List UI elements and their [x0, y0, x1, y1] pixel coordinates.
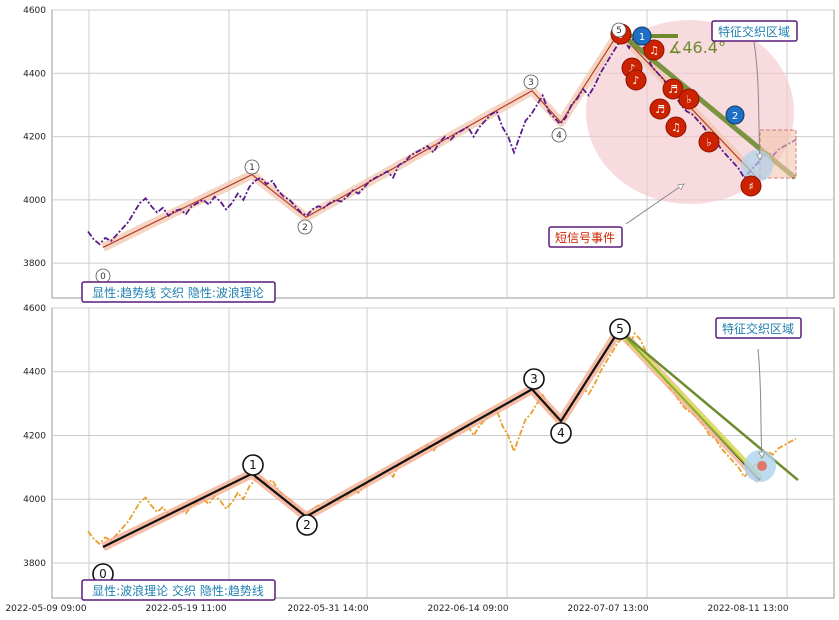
top-price-series	[87, 33, 797, 246]
bottom-feature-zone-callout: 特征交织区域	[715, 317, 802, 458]
wave-label: 1	[249, 163, 255, 173]
wave-label-circle	[550, 422, 572, 444]
x-axis: 2022-05-09 09:00 2022-05-19 11:00 2022-05-…	[5, 604, 788, 614]
signal-marker-up	[665, 116, 687, 138]
wave-label: 4	[556, 131, 562, 141]
x-tick-label: 2022-06-14 09:00	[427, 604, 508, 614]
top-y-axis: 3800 4000 4200 4400 4600	[23, 6, 46, 269]
wave-label-circle	[611, 22, 627, 38]
wave-label-circle	[297, 219, 313, 235]
signal-marker-symbol: ♯	[748, 180, 753, 193]
signal-marker-symbol: 2	[732, 111, 738, 122]
wave-label-circle	[242, 454, 264, 476]
y-tick-label: 4200	[23, 133, 46, 143]
top-legend-box: 显性:趋势线 交织 隐性:波浪理论	[81, 281, 276, 303]
signal-marker-symbol: ♭	[686, 93, 691, 106]
wave-label-circle	[523, 368, 545, 390]
y-tick-label: 3800	[23, 259, 46, 269]
y-tick-label: 4200	[23, 431, 46, 441]
svg-text:特征交织区域: 特征交织区域	[722, 321, 794, 336]
signal-marker-symbol: 1	[639, 32, 645, 43]
bottom-wave-labels: 0 1 2 3 4 5	[92, 318, 631, 585]
y-tick-label: 3800	[23, 559, 46, 569]
svg-text:显性:趋势线 交织 隐性:波浪理论: 显性:趋势线 交织 隐性:波浪理论	[92, 285, 264, 300]
x-tick-label: 2022-05-31 14:00	[287, 604, 368, 614]
signal-marker-up	[649, 98, 671, 120]
signal-marker-up	[625, 69, 647, 91]
feature-halo	[741, 150, 773, 182]
bottom-feature-ellipse	[744, 450, 776, 482]
signal-marker-up	[698, 131, 720, 153]
wave-label-circle	[244, 159, 260, 175]
signal-marker-up	[740, 175, 762, 197]
x-tick-label: 2022-07-07 13:00	[567, 604, 648, 614]
signal-marker-up	[643, 39, 665, 61]
wave-label: 0	[100, 272, 106, 282]
top-short-signal-callout: 短信号事件	[548, 184, 684, 248]
wave-label-circle	[296, 514, 318, 536]
bottom-legend-box: 显性:波浪理论 交织 隐性:趋势线	[81, 579, 276, 601]
bottom-y-axis: 3800 4000 4200 4400 4600	[23, 304, 46, 569]
signal-marker-symbol: ♬	[655, 103, 665, 116]
wave-label-circle	[609, 318, 631, 340]
y-tick-label: 4400	[23, 69, 46, 79]
wave-label: 5	[616, 26, 622, 36]
wave-label: 5	[616, 322, 624, 336]
price-line	[87, 33, 797, 246]
signal-marker-symbol: ♭	[706, 136, 711, 149]
wave-label: 2	[303, 518, 311, 532]
wave-label: 4	[557, 426, 565, 440]
signal-marker-symbol: ♪	[632, 74, 639, 87]
wave-label: 2	[302, 223, 308, 233]
signal-marker-symbol: ♪	[628, 62, 635, 75]
y-tick-label: 4000	[23, 196, 46, 206]
signal-marker-symbol: ♫	[649, 44, 659, 57]
y-tick-label: 4600	[23, 304, 46, 314]
signal-marker-down	[725, 105, 745, 125]
x-tick-label: 2022-05-09 09:00	[5, 604, 86, 614]
svg-text:特征交织区域: 特征交织区域	[718, 24, 790, 39]
y-tick-label: 4000	[23, 495, 46, 505]
y-tick-label: 4600	[23, 6, 46, 16]
signal-marker-down	[632, 26, 652, 46]
wave-label: 3	[528, 78, 534, 88]
top-angle-label: ∡46.4°	[668, 38, 726, 57]
wave-label-circle	[523, 74, 539, 90]
bottom-plot-area	[51, 307, 835, 599]
wave-label-circle	[551, 127, 567, 143]
wave-label: 1	[249, 458, 257, 472]
signal-marker-up	[678, 88, 700, 110]
signal-marker-symbol: ♫	[671, 121, 681, 134]
bottom-panel: 3800 4000 4200 4400 4600 0 1 2 3 4 5 特征交织区域 显性:波浪…	[23, 304, 835, 601]
top-feature-zone-callout: 特征交织区域	[711, 20, 798, 160]
signal-marker-up	[662, 78, 684, 100]
signal-marker-symbol: ♬	[668, 83, 678, 96]
wave-label: 0	[99, 567, 107, 581]
svg-text:显性:波浪理论 交织 隐性:趋势线: 显性:波浪理论 交织 隐性:趋势线	[92, 583, 264, 598]
y-tick-label: 4400	[23, 368, 46, 378]
wave-label: 3	[530, 372, 538, 386]
svg-text:短信号事件: 短信号事件	[555, 231, 615, 245]
x-tick-label: 2022-05-19 11:00	[145, 604, 226, 614]
x-tick-label: 2022-08-11 13:00	[707, 604, 788, 614]
trend-glow	[617, 328, 762, 479]
top-wave-labels: 0 1 2 3 4 5	[95, 22, 627, 284]
